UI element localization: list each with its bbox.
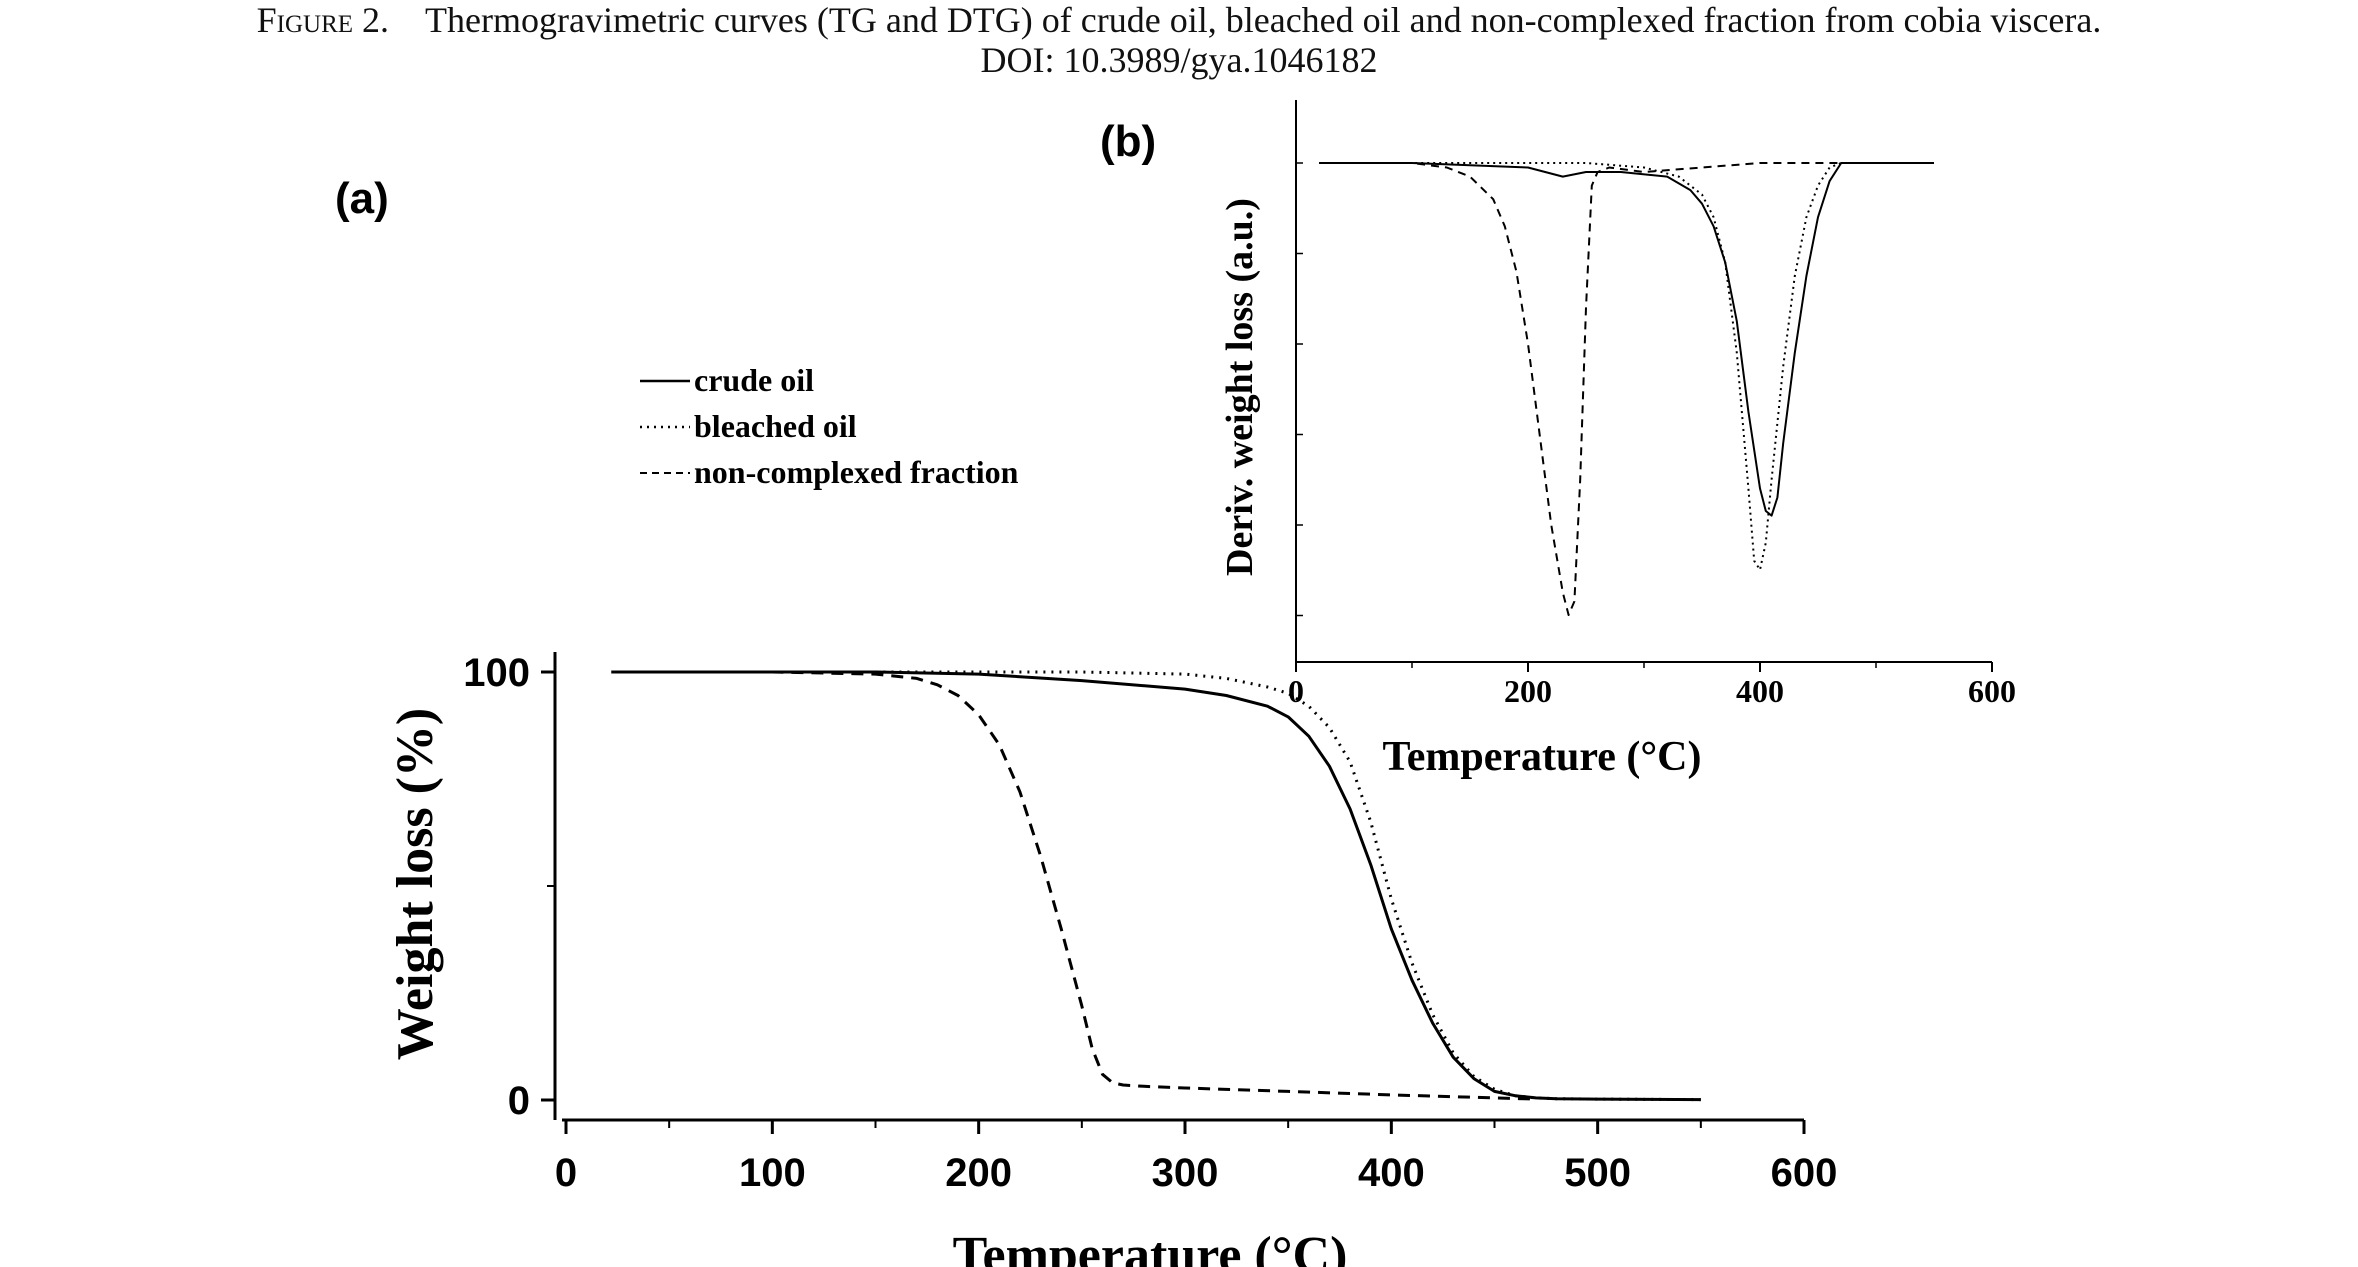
b-x-tick-label-600: 600	[1968, 673, 2016, 709]
panel-b-y-ticks	[1296, 162, 1303, 617]
panel-b-series	[1319, 162, 1934, 616]
legend-item-non-complexed-fraction: non-complexed fraction	[640, 454, 1019, 490]
figure-caption: Figure 2. Thermogravimetric curves (TG a…	[0, 0, 2358, 80]
a-y-tick-label-0: 0	[508, 1079, 530, 1123]
panel-b: (b) 0 200 400 600 Temperature (°C) Deriv. w…	[1100, 100, 2016, 780]
a-x-tick-label-500: 500	[1564, 1151, 1631, 1195]
legend-label-crude-oil: crude oil	[694, 362, 814, 398]
caption-text: Thermogravimetric curves (TG and DTG) of…	[425, 0, 2102, 40]
panel-a-label: (a)	[335, 174, 389, 223]
a-series-crude-oil	[611, 670, 1701, 1102]
caption-doi: DOI: 10.3989/gya.1046182	[980, 40, 1378, 80]
a-y-tick-label-100: 100	[463, 651, 530, 695]
b-series-crude-oil	[1319, 162, 1934, 517]
b-series-non-complexed-fraction	[1319, 162, 1876, 616]
panel-a-series	[611, 670, 1701, 1102]
a-series-non-complexed-fraction	[611, 670, 1536, 1101]
caption-line-1: Figure 2. Thermogravimetric curves (TG a…	[0, 0, 2358, 40]
a-x-tick-label-400: 400	[1358, 1151, 1425, 1195]
a-x-tick-label-300: 300	[1152, 1151, 1219, 1195]
panel-a-x-label: Temperature (°C)	[953, 1227, 1348, 1267]
panel-b-x-label: Temperature (°C)	[1383, 734, 1702, 780]
legend: crude oil bleached oil non-complexed fra…	[640, 362, 1019, 490]
legend-item-crude-oil: crude oil	[640, 362, 814, 398]
panel-b-x-ticks: 0 200 400 600	[1288, 662, 2016, 709]
panel-a-y-label: Weight loss (%)	[387, 708, 444, 1060]
a-x-tick-label-600: 600	[1771, 1151, 1838, 1195]
legend-label-bleached-oil: bleached oil	[694, 408, 857, 444]
legend-label-non-complexed-fraction: non-complexed fraction	[694, 454, 1019, 490]
panel-a-x-ticks: 0 100 200 300 400 500 600	[555, 1120, 1838, 1195]
panel-a-y-ticks: 0 100	[463, 651, 555, 1123]
b-x-tick-label-400: 400	[1736, 673, 1784, 709]
b-x-tick-label-0: 0	[1288, 673, 1304, 709]
figure-label: Figure 2.	[256, 0, 390, 40]
a-x-tick-label-100: 100	[739, 1151, 806, 1195]
a-x-tick-label-200: 200	[945, 1151, 1012, 1195]
a-x-tick-label-0: 0	[555, 1151, 577, 1195]
b-x-tick-label-200: 200	[1504, 673, 1552, 709]
panel-b-label: (b)	[1100, 117, 1156, 166]
panel-b-background	[1295, 100, 1993, 660]
panel-b-y-label: Deriv. weight loss (a.u.)	[1219, 198, 1261, 576]
legend-item-bleached-oil: bleached oil	[640, 408, 857, 444]
panel-a: (a) 0 100 200 300 400 500 600 0 100 Temperature…	[335, 174, 1837, 1267]
